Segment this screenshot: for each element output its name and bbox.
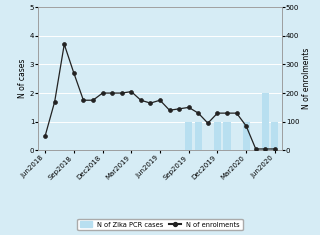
Bar	[243, 122, 250, 150]
Bar	[262, 93, 269, 150]
Y-axis label: N of cases: N of cases	[18, 59, 27, 98]
Legend: N of Zika PCR cases, N of enrolments: N of Zika PCR cases, N of enrolments	[77, 219, 243, 230]
Bar	[214, 122, 221, 150]
Bar	[185, 122, 192, 150]
Bar	[271, 122, 278, 150]
Bar	[223, 122, 231, 150]
Y-axis label: N of enrolments: N of enrolments	[302, 48, 311, 110]
Bar	[195, 122, 202, 150]
